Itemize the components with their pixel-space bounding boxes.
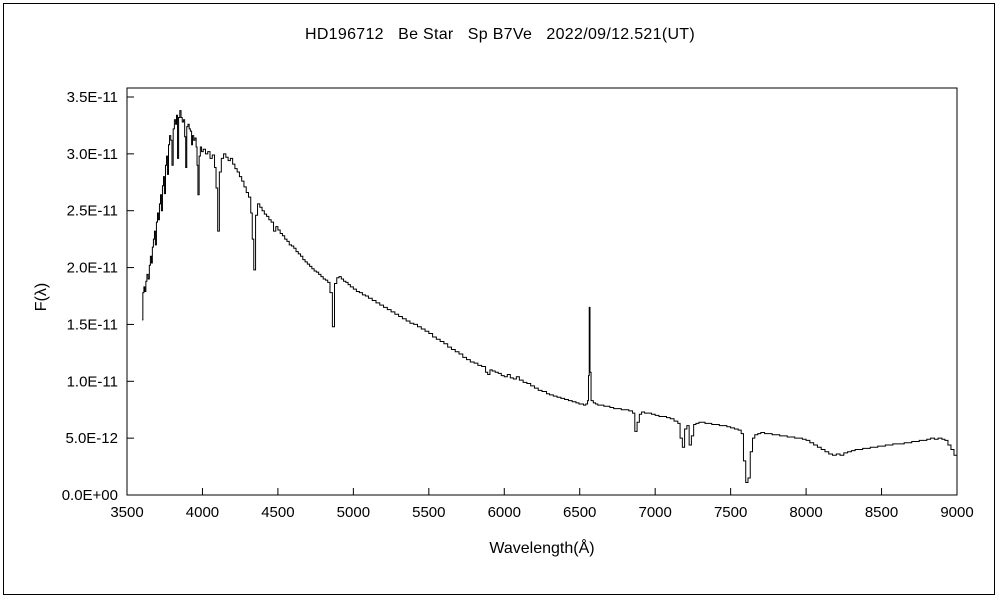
y-tick-label: 3.5E-11 — [67, 89, 118, 106]
x-tick-label: 6000 — [488, 504, 521, 521]
x-axis-label: Wavelength(Å) — [489, 540, 595, 557]
y-tick-label: 2.0E-11 — [67, 260, 118, 277]
y-tick-label: 0.0E+00 — [62, 487, 118, 504]
y-tick-label: 1.5E-11 — [67, 316, 118, 333]
y-tick-label: 1.0E-11 — [67, 373, 118, 390]
spectrum-line — [142, 110, 958, 483]
x-tick-label: 5000 — [337, 504, 370, 521]
x-tick-label: 5500 — [412, 504, 445, 521]
x-tick-label: 8500 — [865, 504, 898, 521]
plot-frame — [126, 87, 958, 496]
y-tick-label: 5.0E-12 — [65, 430, 118, 447]
outer-border — [3, 3, 995, 595]
x-tick-label: 3500 — [110, 504, 143, 521]
x-tick-label: 4500 — [261, 504, 294, 521]
x-tick-label: 7000 — [638, 504, 671, 521]
chart-title: HD196712 Be Star Sp B7Ve 2022/09/12.521(… — [304, 26, 696, 43]
x-tick-label: 9000 — [940, 504, 973, 521]
y-tick-label: 3.0E-11 — [67, 146, 118, 163]
x-tick-label: 7500 — [714, 504, 747, 521]
y-axis-label: F(λ) — [33, 282, 50, 312]
x-tick-label: 8000 — [789, 504, 822, 521]
x-tick-label: 4000 — [186, 504, 219, 521]
y-tick-label: 2.5E-11 — [67, 203, 118, 220]
x-tick-label: 6500 — [563, 504, 596, 521]
